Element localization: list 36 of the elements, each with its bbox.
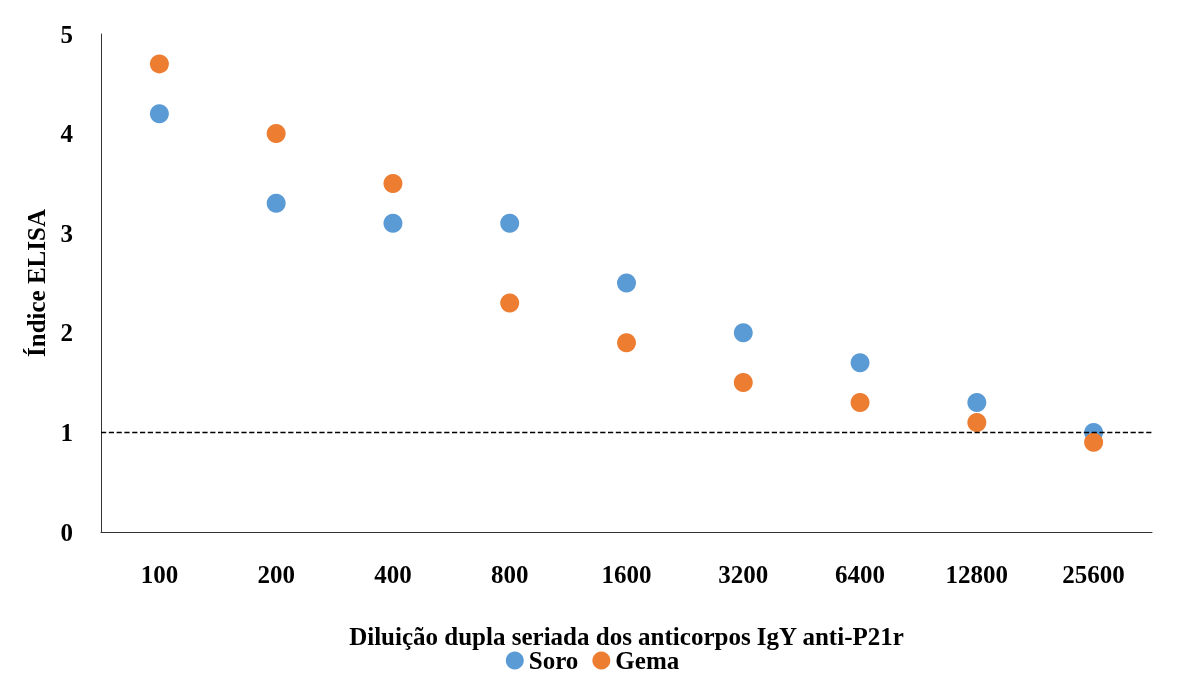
point [383,213,403,233]
x-tick-label: 12800 [945,561,1009,588]
x-tick-label: 400 [374,561,412,588]
x-tick-label: 1600 [601,561,652,588]
x-tick-label: 6400 [835,561,886,588]
point [617,333,636,353]
point [266,124,286,144]
y-axis-title: Índice ELISA [23,209,50,357]
point [149,104,169,124]
legend-label: Gema [615,647,680,674]
x-tick-label: 200 [257,561,295,588]
legend-label: Soro [528,647,579,674]
y-tick-label: 4 [60,120,74,148]
point [733,323,753,343]
point [733,373,753,393]
x-tick-label: 100 [140,561,179,588]
y-tick-label: 3 [60,219,73,247]
point [500,293,520,313]
point [266,193,286,213]
x-tick-label: 3200 [718,561,769,588]
point [850,353,870,373]
y-tick-label: 2 [60,319,73,347]
point [850,393,870,413]
y-tick-label: 5 [60,20,73,48]
point [967,393,987,413]
point [383,173,403,193]
x-tick-label: 25600 [1062,561,1125,588]
point [1084,432,1104,452]
y-tick-label: 1 [60,418,73,446]
point [617,273,636,293]
y-tick-label: 0 [60,518,73,546]
x-axis-title: Diluição dupla seriada dos anticorpos IgY anti-P21r [349,623,904,650]
point [149,54,169,74]
x-tick-label: 800 [490,561,529,588]
point [500,213,520,233]
point [967,412,987,432]
